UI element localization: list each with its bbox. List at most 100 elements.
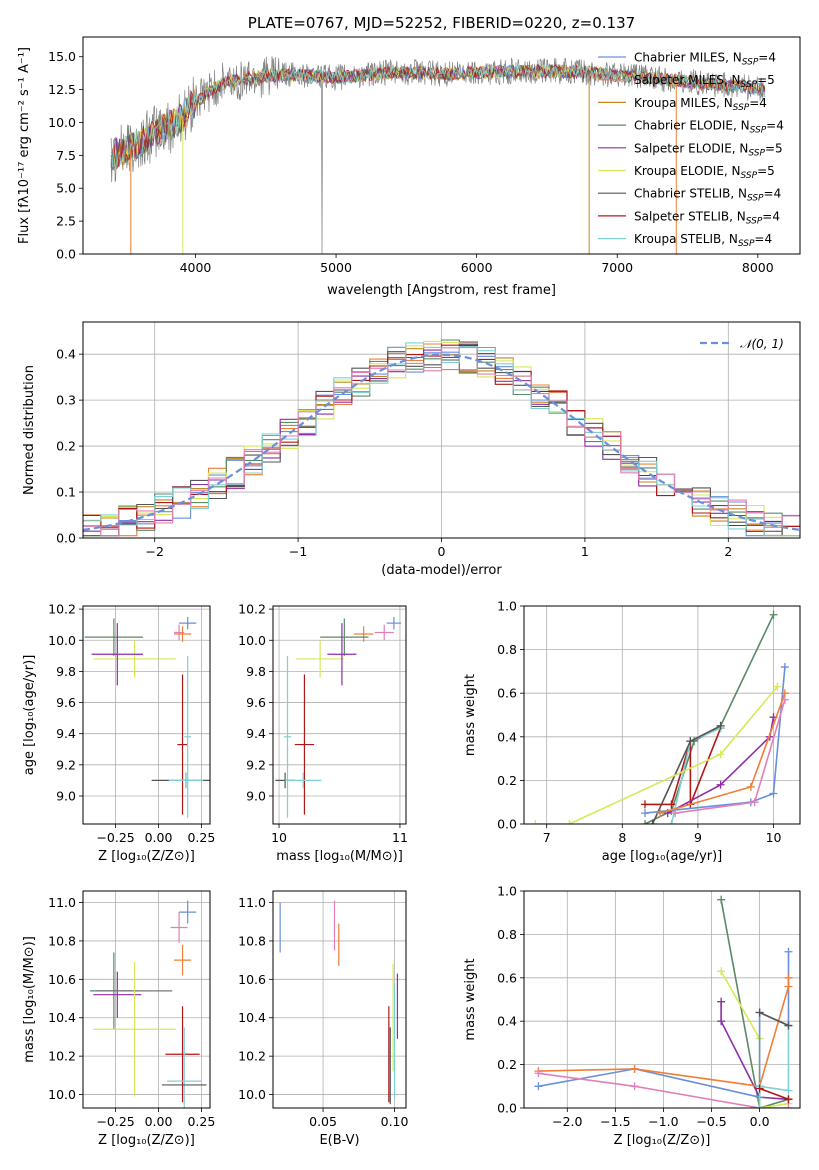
plot-frame — [523, 605, 801, 825]
y-tick-label: 0.0 — [497, 1101, 517, 1116]
x-tick-label: 6000 — [461, 260, 493, 275]
legend-nssp-eq: = — [758, 51, 768, 65]
legend-nssp-prefix: , N — [721, 232, 738, 246]
x-tick-label: 11 — [392, 830, 408, 845]
y-tick-label: 9.2 — [246, 757, 266, 772]
plot-frame — [82, 36, 801, 255]
y-tick-label: 0.2 — [497, 1057, 517, 1072]
y-tick-label: 0.2 — [56, 439, 76, 454]
legend-nssp-eq: = — [757, 73, 767, 87]
weight-series-line — [644, 666, 786, 814]
legend-nssp-prefix: , N — [732, 141, 749, 155]
weight-point-marker — [769, 789, 778, 798]
legend-entry: Salpeter STELIB, NSSP=4 — [634, 209, 780, 226]
weight-point-marker — [780, 695, 789, 704]
y-tick-label: 0.4 — [497, 1014, 517, 1029]
y-tick-label: 0.3 — [56, 393, 76, 408]
y-tick-label: 15.0 — [48, 49, 76, 64]
x-axis-label: wavelength [Angstrom, rest frame] — [327, 283, 556, 298]
weight-point-marker — [716, 750, 725, 759]
weight-point-marker — [630, 1082, 639, 1091]
y-axis-label: mass weight — [463, 674, 478, 756]
weight-point-marker — [716, 780, 725, 789]
y-tick-label: 0.6 — [497, 970, 517, 985]
legend-entry: Kroupa MILES, NSSP=4 — [634, 96, 767, 113]
legend-nssp-prefix: , N — [724, 164, 741, 178]
x-tick-label: 10 — [271, 830, 287, 845]
legend-nssp-value: 4 — [764, 232, 772, 246]
y-tick-label: 10.0 — [238, 1087, 266, 1102]
legend-nssp-sub: SSP — [747, 194, 764, 204]
weight-point-marker — [750, 798, 759, 807]
y-tick-label: 0.8 — [497, 927, 517, 942]
gaussian-curve — [83, 353, 800, 531]
weight-point-marker — [755, 1084, 764, 1093]
x-tick-label: 0.0 — [750, 1114, 770, 1129]
y-tick-label: 10.2 — [48, 602, 76, 617]
spectrum-panel: PLATE=0767, MJD=52252, FIBERID=0220, z=0… — [17, 14, 801, 298]
legend-entry: Kroupa STELIB, NSSP=4 — [634, 232, 772, 249]
error-bars — [275, 616, 402, 818]
legend-nssp-value: 5 — [775, 141, 783, 155]
weight-point-marker — [534, 1069, 543, 1078]
x-tick-label: −2 — [145, 544, 163, 559]
legend-entry: Chabrier MILES, NSSP=4 — [634, 51, 776, 68]
weight-point-marker — [784, 1095, 793, 1104]
weight-lines — [534, 895, 793, 1108]
weight-series-line — [535, 686, 778, 824]
legend-nssp-eq: = — [762, 209, 772, 223]
weight-point-marker — [686, 737, 695, 746]
legend-name: Kroupa MILES — [634, 96, 716, 110]
x-tick-label: 1 — [581, 544, 589, 559]
legend-entry: Chabrier ELODIE, NSSP=4 — [634, 119, 784, 136]
y-axis-label: Flux [fλ10⁻¹⁷ erg cm⁻² s⁻¹ A⁻¹] — [17, 47, 32, 244]
legend-nssp-sub: SSP — [746, 216, 763, 226]
weight-point-marker — [717, 967, 726, 976]
y-tick-label: 9.0 — [56, 788, 76, 803]
y-tick-label: 10.8 — [48, 933, 76, 948]
x-tick-label: 0.25 — [187, 830, 215, 845]
legend-nssp-sub: SSP — [741, 80, 758, 90]
x-axis-label: Z [log₁₀(Z/Z⊙)] — [614, 1133, 711, 1148]
x-tick-label: 0 — [438, 544, 446, 559]
x-tick-label: 7 — [543, 830, 551, 845]
y-axis-label: Normed distribution — [22, 365, 37, 495]
x-tick-label: 8000 — [742, 260, 774, 275]
weight-series-line — [720, 899, 789, 1108]
legend-name: Kroupa ELODIE — [634, 164, 724, 178]
legend-name: Chabrier MILES — [634, 51, 725, 65]
x-tick-label: −0.25 — [96, 1114, 134, 1129]
x-tick-label: 5000 — [320, 260, 352, 275]
chart-title: PLATE=0767, MJD=52252, FIBERID=0220, z=0… — [248, 14, 635, 32]
x-tick-label: −1.5 — [600, 1114, 630, 1129]
y-tick-label: 10.0 — [238, 633, 266, 648]
weight-series-line — [667, 717, 775, 814]
legend-nssp-eq: = — [749, 96, 759, 110]
y-tick-label: 10.4 — [48, 1010, 76, 1025]
legend-nssp-value: 4 — [776, 119, 784, 133]
y-tick-label: 9.4 — [246, 726, 266, 741]
weight-point-marker — [769, 610, 778, 619]
x-tick-label: 0.05 — [309, 1114, 337, 1129]
weight-point-marker — [784, 947, 793, 956]
residuals-panel: −2 −1 0 1 2 0.0 0.1 0.2 0.3 0.4 (data-model)/error… — [22, 321, 801, 578]
plot-frame — [82, 890, 211, 1109]
histograms — [83, 339, 800, 537]
x-axis-label: (data-model)/error — [381, 563, 502, 578]
y-tick-label: 10.0 — [48, 1087, 76, 1102]
y-tick-label: 9.2 — [56, 757, 76, 772]
legend-entry: 𝒩(0, 1) — [740, 337, 784, 351]
weight-point-marker — [784, 1086, 793, 1095]
y-tick-label: 1.0 — [497, 599, 517, 614]
mass_vs_ebv-panel: 0.05 0.10 10.0 10.2 10.4 10.6 10.8 11.0 E(B-V) — [238, 890, 409, 1148]
y-tick-label: 0.0 — [497, 817, 517, 832]
plot-frame — [82, 321, 801, 539]
weight-point-marker — [640, 820, 649, 824]
y-tick-label: 0.4 — [56, 347, 76, 362]
weight-point-marker — [716, 721, 725, 730]
y-tick-label: 10.4 — [238, 1010, 266, 1025]
x-tick-label: 0.00 — [145, 830, 173, 845]
x-tick-label: −1 — [289, 544, 307, 559]
weight-point-marker — [784, 1104, 793, 1108]
weight-point-marker — [667, 800, 676, 809]
